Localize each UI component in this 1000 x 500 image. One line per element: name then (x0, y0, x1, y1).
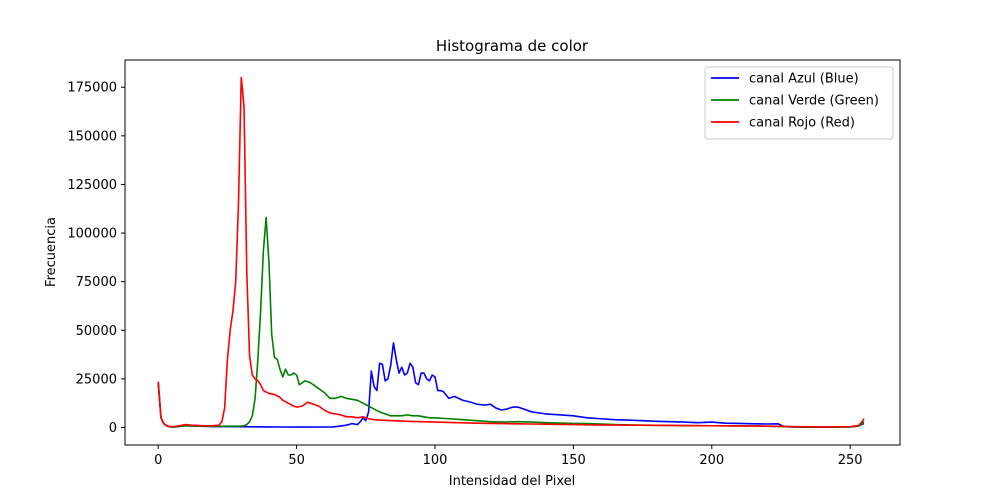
y-tick-label: 125000 (67, 178, 117, 193)
x-axis-label: Intensidad del Pixel (449, 474, 575, 489)
legend-label: canal Verde (Green) (749, 94, 879, 109)
y-tick-label: 150000 (67, 129, 117, 144)
y-tick-label: 25000 (76, 372, 117, 387)
y-tick-label: 100000 (67, 227, 117, 242)
y-tick-label: 0 (109, 421, 117, 436)
x-tick-label: 200 (699, 453, 724, 468)
legend: canal Azul (Blue) canal Verde (Green) cana… (704, 66, 894, 140)
x-tick-label: 50 (288, 453, 305, 468)
x-tick-label: 150 (561, 453, 586, 468)
x-axis: 0 50 100 150 200 250 (154, 445, 863, 468)
chart-title: Histograma de color (436, 37, 589, 55)
series-line-0 (157, 342, 865, 428)
x-tick-label: 100 (423, 453, 448, 468)
y-axis-label: Frecuencia (44, 217, 59, 287)
y-tick-label: 75000 (76, 275, 117, 290)
series-layer (157, 76, 865, 428)
legend-label: canal Rojo (Red) (749, 116, 855, 131)
y-tick-label: 50000 (76, 324, 117, 339)
legend-box (704, 66, 894, 140)
y-tick-label: 175000 (67, 81, 117, 96)
series-line-2 (157, 76, 865, 428)
legend-label: canal Azul (Blue) (749, 72, 859, 87)
plot-area-frame (124, 59, 901, 446)
x-tick-label: 0 (154, 453, 162, 468)
y-axis: 0 25000 50000 75000 100000 125000 150000 175000 (67, 81, 125, 436)
x-tick-label: 250 (838, 453, 863, 468)
